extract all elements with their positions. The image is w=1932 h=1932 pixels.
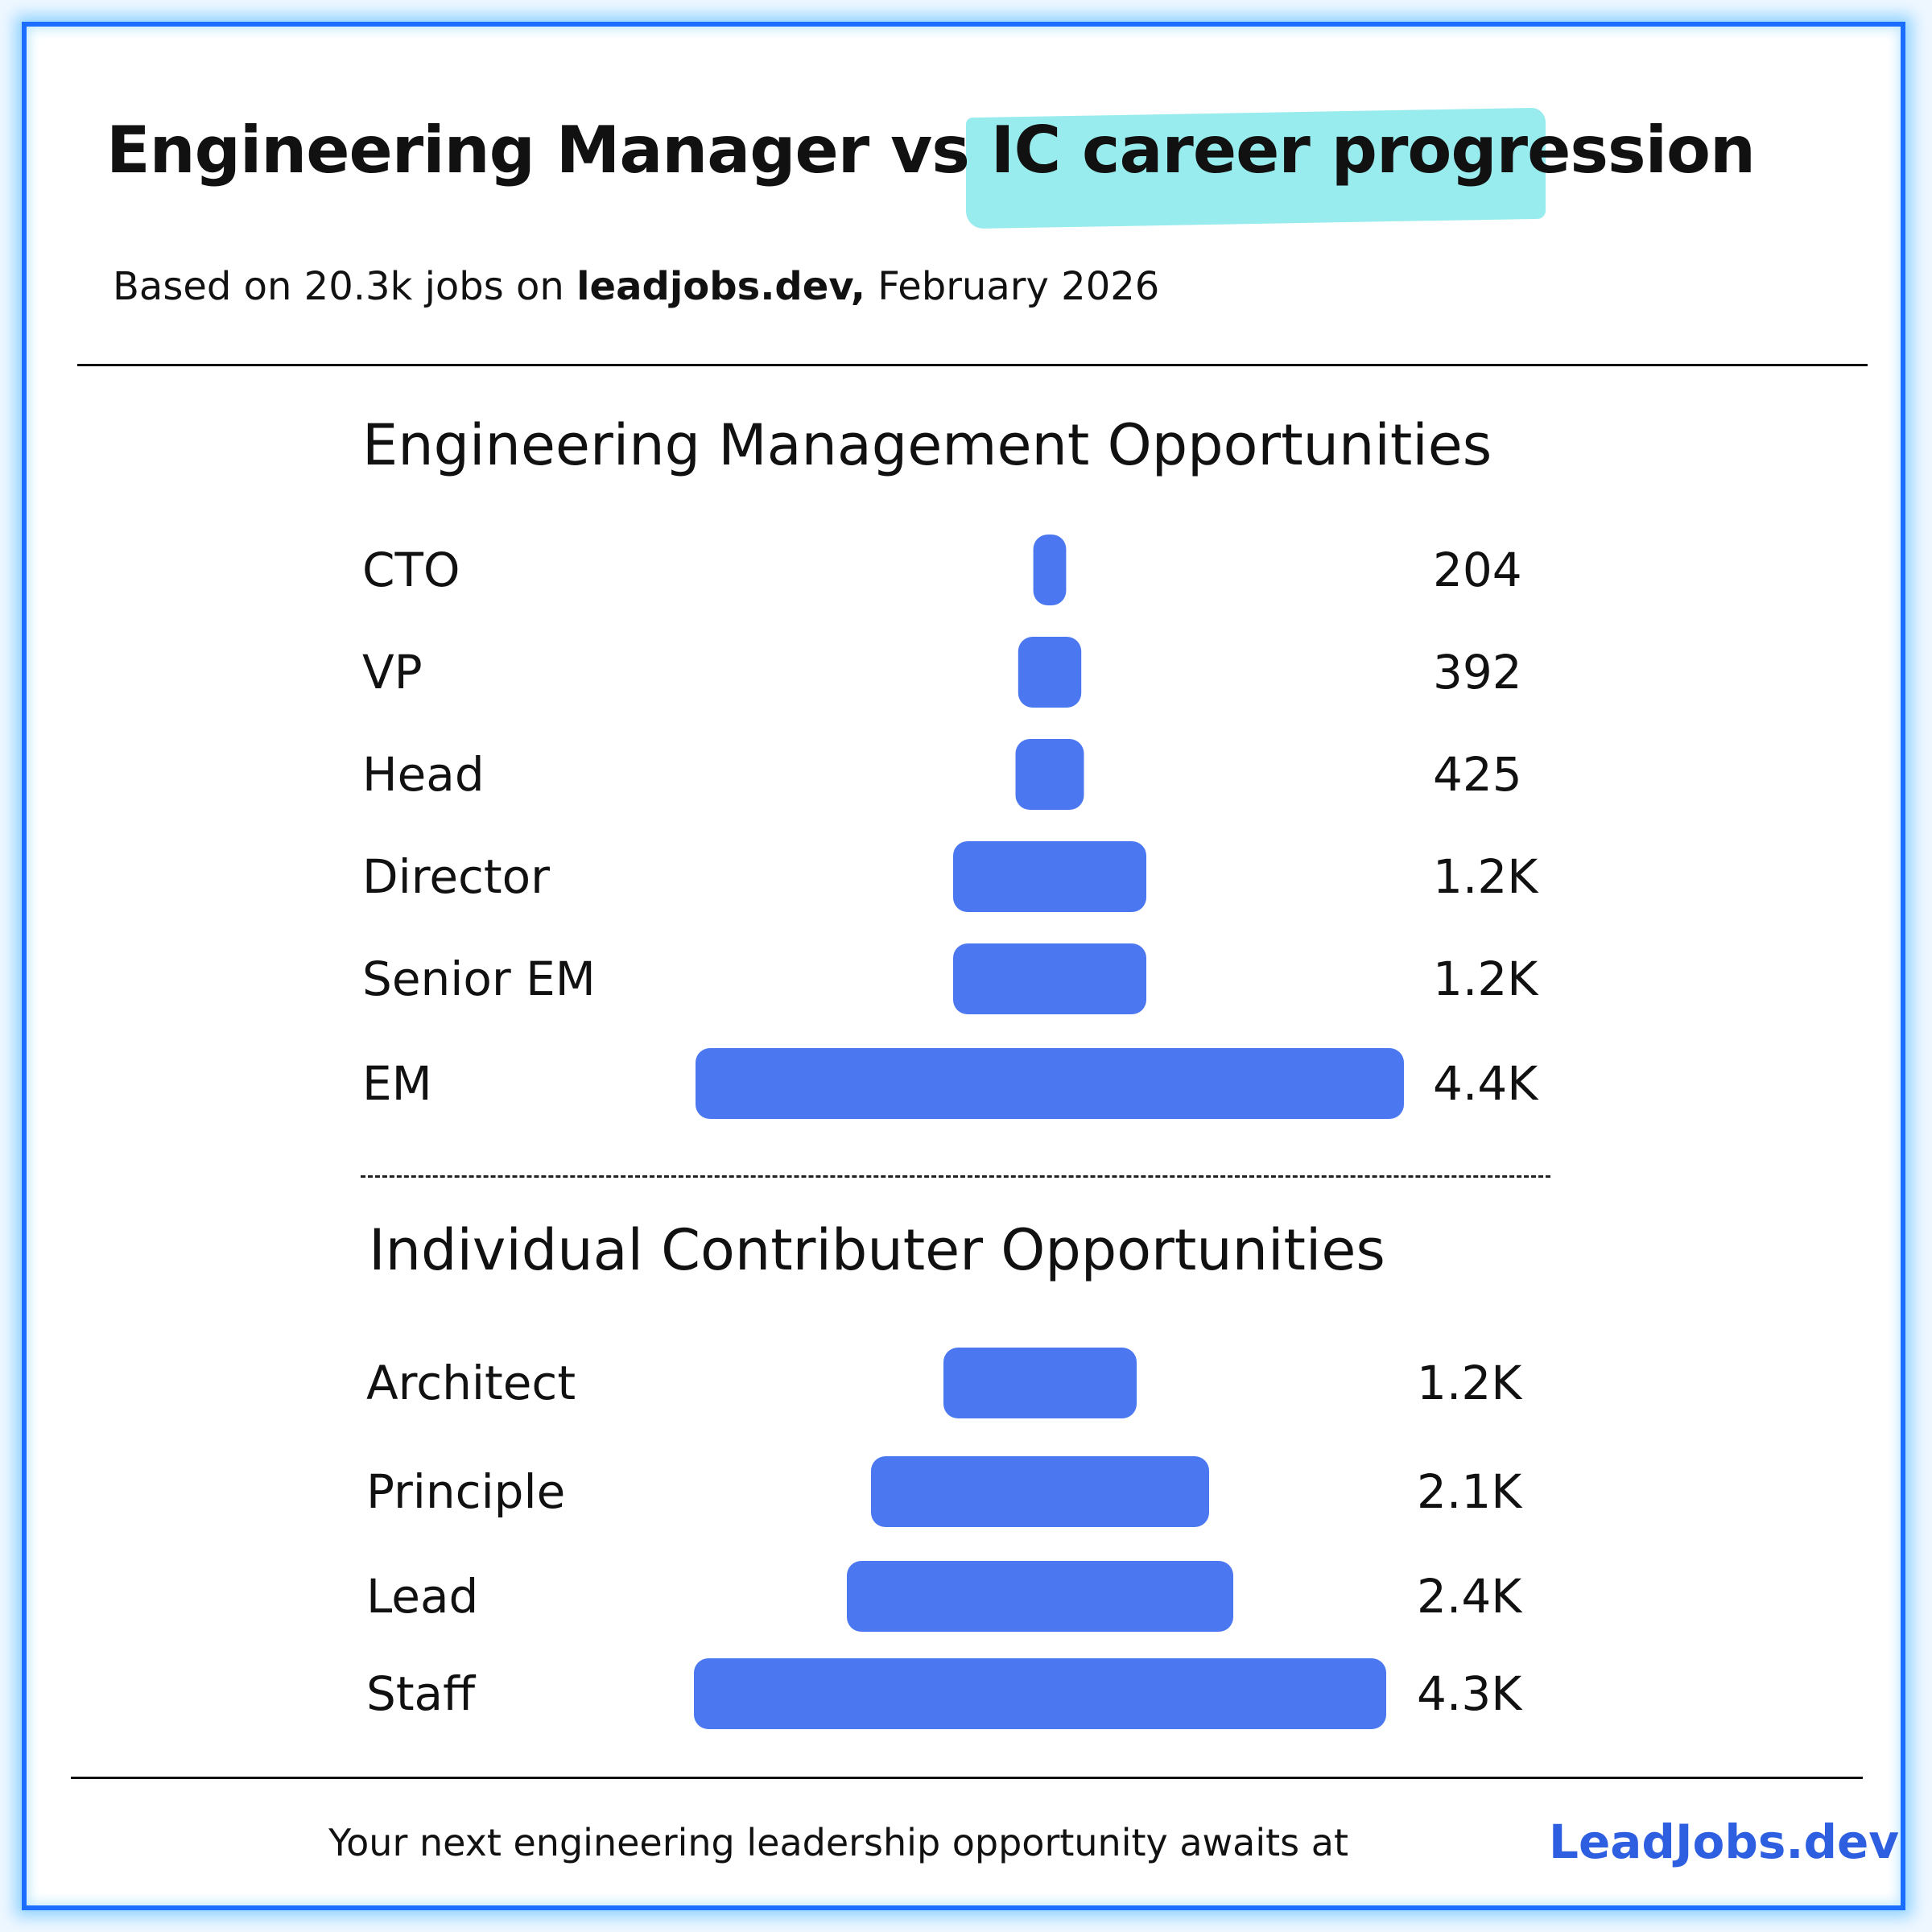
value-label-lead: 2.4K <box>1417 1569 1522 1624</box>
bar-lead <box>847 1561 1233 1632</box>
category-label-staff: Staff <box>366 1666 476 1721</box>
value-label-em: 4.4K <box>1433 1056 1538 1111</box>
category-label-em: EM <box>362 1056 432 1111</box>
value-label-senior-em: 1.2K <box>1433 952 1538 1006</box>
bar-principle <box>871 1456 1209 1527</box>
bar-head <box>1015 739 1084 810</box>
section-divider <box>361 1175 1550 1178</box>
value-label-vp: 392 <box>1433 645 1522 700</box>
value-label-principle: 2.1K <box>1417 1464 1522 1519</box>
category-label-head: Head <box>362 747 485 802</box>
title-part-1: Engineering Manager vs IC <box>106 113 1083 188</box>
category-label-architect: Architect <box>366 1356 576 1410</box>
category-label-senior-em: Senior EM <box>362 952 596 1006</box>
subtitle-prefix: Based on 20.3k jobs on <box>113 264 577 309</box>
bar-director <box>953 841 1146 912</box>
top-divider <box>77 364 1868 366</box>
footer-text: Your next engineering leadership opportu… <box>328 1821 1348 1864</box>
value-label-staff: 4.3K <box>1417 1666 1522 1721</box>
value-label-cto: 204 <box>1433 543 1522 597</box>
bar-senior-em <box>953 943 1146 1014</box>
page-title: Engineering Manager vs IC career progres… <box>106 113 1756 188</box>
category-label-cto: CTO <box>362 543 460 597</box>
management-section-title: Engineering Management Opportunities <box>362 412 1492 478</box>
subtitle-site: leadjobs.dev, <box>576 264 865 309</box>
value-label-head: 425 <box>1433 747 1522 802</box>
category-label-director: Director <box>362 849 550 904</box>
subtitle: Based on 20.3k jobs on leadjobs.dev, Feb… <box>113 264 1159 309</box>
subtitle-suffix: February 2026 <box>865 264 1160 309</box>
value-label-architect: 1.2K <box>1417 1356 1522 1410</box>
bar-vp <box>1018 637 1082 708</box>
bar-architect <box>943 1348 1137 1418</box>
category-label-vp: VP <box>362 645 423 700</box>
bar-staff <box>694 1658 1386 1729</box>
ic-section-title: Individual Contributer Opportunities <box>369 1217 1385 1283</box>
category-label-lead: Lead <box>366 1569 479 1624</box>
title-part-2: career progression <box>1082 113 1756 188</box>
bar-cto <box>1033 535 1067 605</box>
footer-brand-link[interactable]: LeadJobs.dev <box>1549 1814 1900 1869</box>
bar-em <box>696 1048 1404 1119</box>
bottom-divider <box>71 1777 1863 1779</box>
category-label-principle: Principle <box>366 1464 566 1519</box>
value-label-director: 1.2K <box>1433 849 1538 904</box>
